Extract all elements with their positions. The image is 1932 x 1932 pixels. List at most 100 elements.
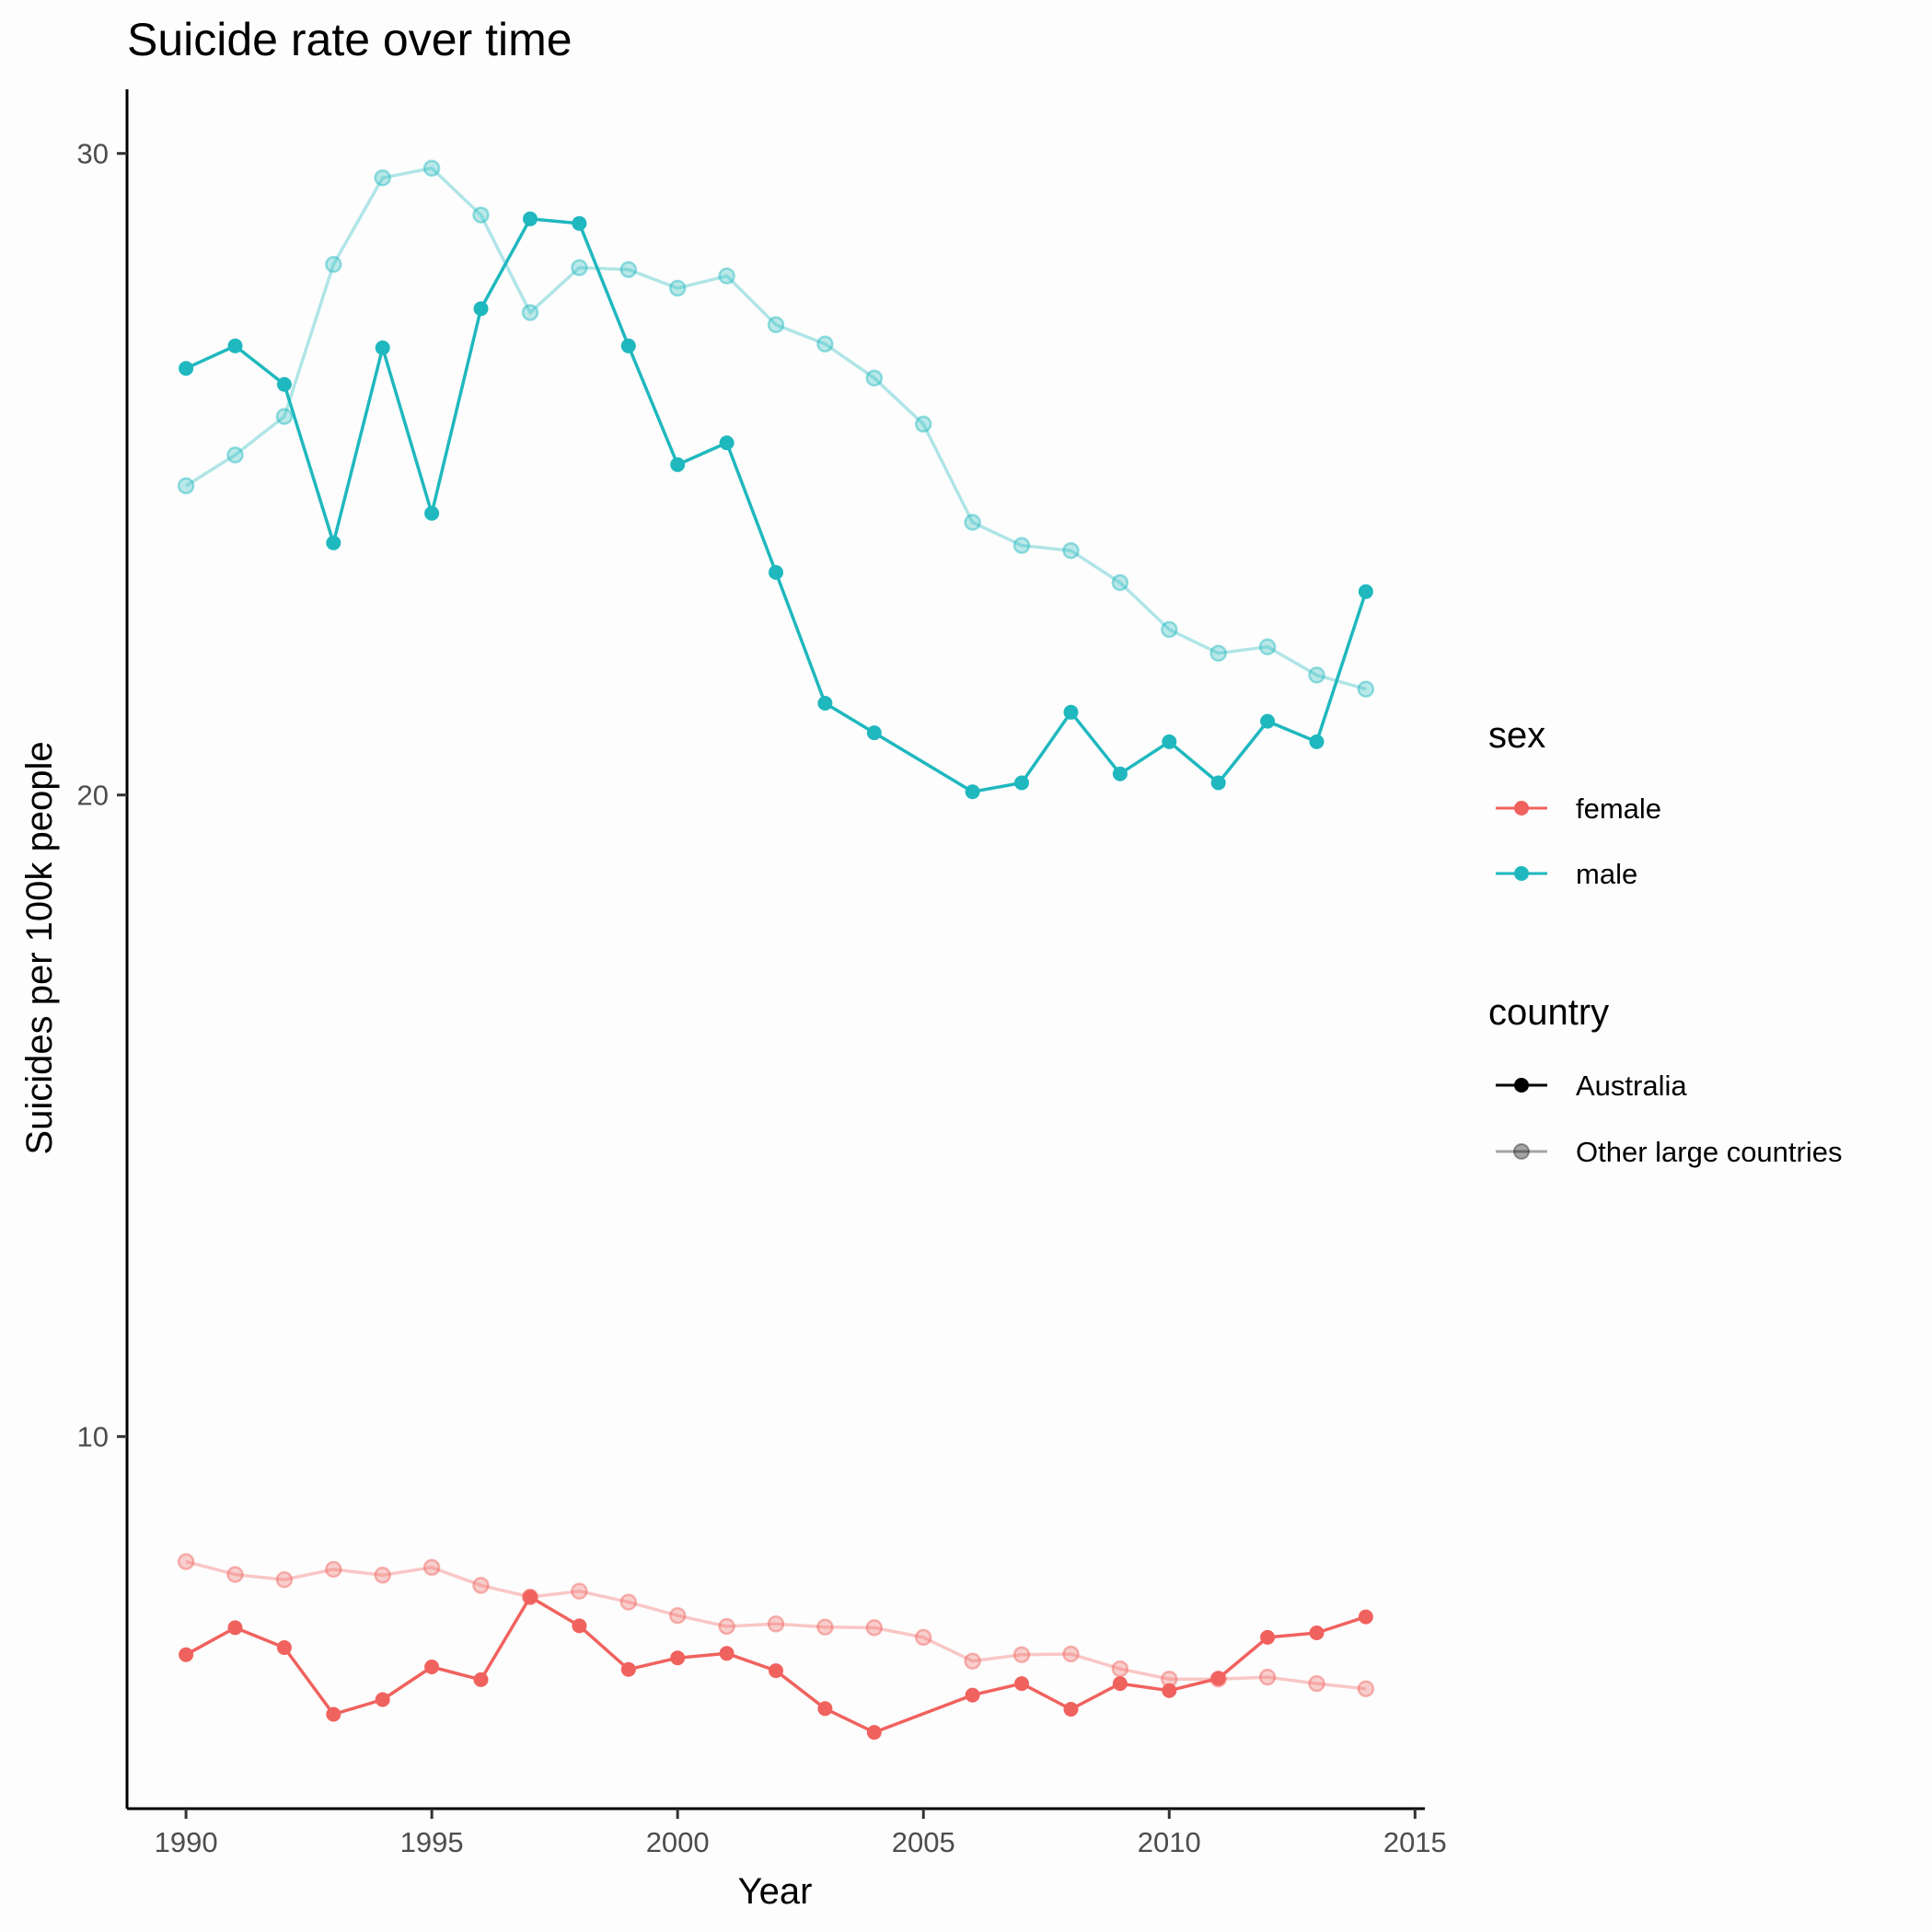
legend-item-australia: Australia	[1496, 1070, 1687, 1102]
data-point-male-australia-1992	[276, 376, 292, 392]
data-point-female-australia-2001	[719, 1646, 735, 1661]
data-point-male-australia-2013	[1309, 734, 1325, 749]
data-point-male-other-large-countries-2000	[668, 279, 687, 297]
series-line-female-other-large-countries	[185, 1559, 1367, 1691]
data-point-female-other-large-countries-2012	[1258, 1668, 1277, 1686]
data-point-female-other-large-countries-2001	[718, 1617, 735, 1636]
legend-label-other-large-countries: Other large countries	[1576, 1136, 1842, 1168]
data-point-female-australia-2013	[1309, 1625, 1325, 1640]
data-point-male-other-large-countries-2005	[914, 415, 932, 434]
data-point-female-australia-1991	[227, 1620, 243, 1636]
x-ticks: 1990 1995 2000 2005 2010 2015	[155, 1809, 1447, 1858]
legend-key-point-other-large-countries	[1513, 1143, 1530, 1160]
series-layer	[177, 159, 1375, 1741]
x-tick-label-1995: 1995	[400, 1826, 464, 1858]
data-point-female-other-large-countries-2013	[1308, 1674, 1325, 1693]
data-point-male-other-large-countries-1997	[521, 304, 539, 321]
data-point-female-other-large-countries-1996	[472, 1577, 490, 1594]
axes: 1990 1995 2000 2005 2010 2015 10 20 30	[77, 89, 1447, 1858]
data-point-female-australia-1990	[179, 1647, 194, 1662]
data-point-female-other-large-countries-1992	[275, 1570, 294, 1589]
data-point-male-australia-1991	[227, 338, 243, 353]
legend-label-female: female	[1576, 792, 1661, 825]
data-point-male-other-large-countries-2007	[1012, 537, 1031, 554]
legend-key-point-male	[1514, 866, 1529, 881]
data-point-male-australia-2011	[1210, 775, 1226, 791]
data-point-female-other-large-countries-1994	[374, 1567, 391, 1584]
data-point-female-australia-1996	[473, 1672, 489, 1687]
series-line-male-other-large-countries	[185, 166, 1367, 691]
data-point-male-other-large-countries-2004	[865, 369, 884, 387]
data-point-male-other-large-countries-1990	[177, 477, 195, 495]
x-tick-label-2000: 2000	[646, 1826, 710, 1858]
data-point-male-other-large-countries-2002	[767, 316, 785, 334]
data-point-male-other-large-countries-2006	[964, 514, 981, 531]
data-point-male-australia-1995	[424, 505, 440, 521]
legend-item-other-large-countries: Other large countries	[1496, 1136, 1842, 1168]
data-point-male-other-large-countries-2008	[1062, 541, 1080, 560]
series-line-female-australia	[185, 1595, 1367, 1734]
legend-key-point-female	[1514, 801, 1529, 816]
data-point-male-australia-2007	[1014, 775, 1029, 791]
data-point-male-other-large-countries-1996	[472, 206, 490, 224]
series-male-australia	[179, 211, 1373, 800]
data-point-male-other-large-countries-1991	[226, 446, 244, 464]
data-point-male-australia-1997	[523, 211, 538, 226]
data-point-female-australia-1997	[523, 1590, 538, 1604]
data-point-male-australia-2003	[817, 696, 833, 711]
data-point-male-other-large-countries-2011	[1209, 644, 1227, 662]
data-point-female-other-large-countries-1995	[422, 1558, 441, 1577]
data-point-male-other-large-countries-2003	[816, 335, 834, 353]
data-point-female-australia-2007	[1014, 1676, 1029, 1692]
legend-item-male: male	[1496, 858, 1637, 890]
data-point-female-other-large-countries-1993	[325, 1560, 342, 1579]
data-point-female-australia-2003	[817, 1701, 833, 1717]
data-point-female-other-large-countries-2009	[1111, 1660, 1129, 1678]
data-point-male-other-large-countries-2012	[1258, 638, 1277, 655]
data-point-male-australia-1994	[375, 340, 390, 355]
data-point-male-australia-2002	[769, 564, 783, 580]
data-point-male-australia-1998	[572, 215, 587, 231]
y-tick-label-20: 20	[77, 780, 109, 812]
legend-key-point-australia	[1514, 1078, 1529, 1093]
data-point-male-australia-2010	[1162, 734, 1177, 749]
data-point-male-australia-2004	[866, 725, 882, 741]
plot-area	[177, 159, 1375, 1741]
data-point-male-australia-2008	[1063, 704, 1079, 720]
data-point-female-australia-2011	[1210, 1671, 1226, 1686]
data-point-female-australia-2010	[1162, 1683, 1177, 1698]
data-point-male-other-large-countries-1994	[374, 168, 391, 187]
data-point-female-australia-2004	[866, 1725, 882, 1741]
series-male-other-large-countries	[177, 159, 1375, 698]
legend-title-country: country	[1488, 992, 1609, 1033]
data-point-male-other-large-countries-2014	[1357, 680, 1375, 698]
data-point-male-australia-2001	[719, 435, 735, 451]
legend-label-male: male	[1576, 858, 1637, 890]
data-point-female-other-large-countries-2008	[1062, 1645, 1080, 1663]
data-point-female-other-large-countries-2003	[816, 1618, 834, 1636]
data-point-male-australia-2014	[1358, 584, 1373, 599]
data-point-female-other-large-countries-2007	[1012, 1646, 1031, 1663]
chart-title: Suicide rate over time	[127, 14, 573, 65]
legend-item-female: female	[1496, 792, 1661, 825]
data-point-female-other-large-countries-2004	[865, 1619, 884, 1637]
data-point-male-other-large-countries-1999	[619, 260, 638, 279]
data-point-male-australia-1990	[179, 361, 194, 376]
data-point-female-other-large-countries-2005	[914, 1628, 932, 1647]
y-tick-label-30: 30	[77, 138, 109, 170]
data-point-female-australia-1993	[326, 1706, 341, 1722]
data-point-female-other-large-countries-1991	[226, 1566, 244, 1583]
data-point-female-other-large-countries-1990	[177, 1553, 195, 1570]
data-point-female-other-large-countries-2006	[964, 1652, 981, 1670]
data-point-female-other-large-countries-1999	[619, 1593, 638, 1611]
data-point-female-australia-2009	[1112, 1676, 1128, 1692]
data-point-female-australia-2006	[965, 1687, 980, 1703]
series-line-male-australia	[185, 217, 1368, 793]
data-point-female-australia-1992	[276, 1640, 292, 1655]
data-point-female-australia-1999	[620, 1661, 636, 1677]
data-point-female-other-large-countries-2014	[1357, 1680, 1375, 1697]
data-point-female-other-large-countries-2002	[767, 1615, 785, 1633]
legend-label-australia: Australia	[1576, 1070, 1687, 1102]
data-point-male-other-large-countries-1995	[422, 159, 441, 177]
